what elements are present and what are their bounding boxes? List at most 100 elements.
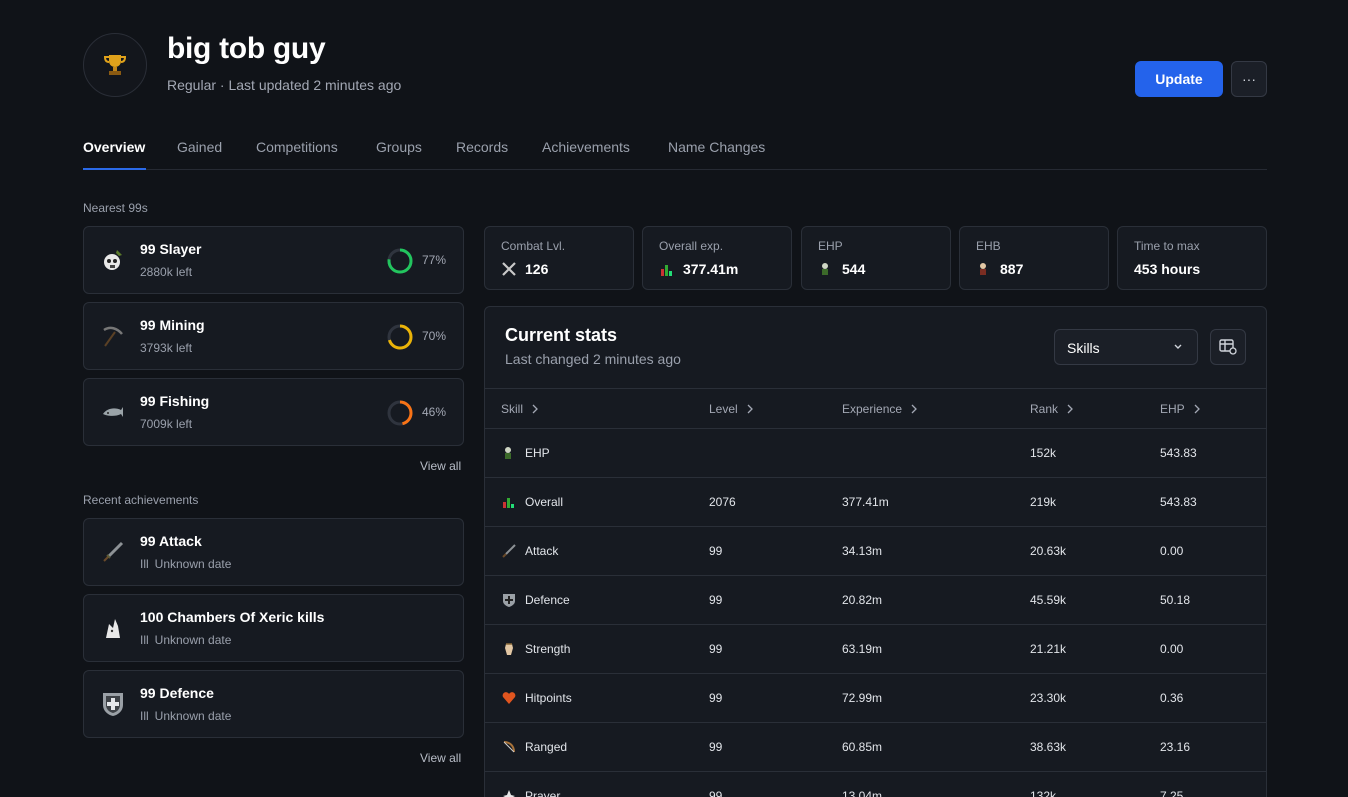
stat-label: Combat Lvl. (501, 239, 566, 253)
select-value: Skills (1067, 340, 1100, 356)
skill-experience: 20.82m (842, 593, 883, 607)
nearest-99-title: 99 Slayer (140, 241, 202, 257)
progress-ring (387, 400, 413, 426)
skill-ehp: 23.16 (1160, 740, 1191, 754)
skill-name: Strength (525, 642, 571, 656)
nearest-99-card[interactable]: 99 Fishing 7009k left 46% (83, 378, 464, 446)
ranged-icon (501, 739, 517, 755)
column-header-rank[interactable]: Rank (1030, 402, 1074, 416)
skill-ehp: 543.83 (1160, 446, 1197, 460)
skill-name: Defence (525, 593, 570, 607)
tab-bar: Overview Gained Competitions Groups Reco… (83, 137, 1267, 170)
stat-value: 377.41m (683, 261, 739, 277)
progress-ring (387, 324, 413, 350)
overall-icon (501, 494, 517, 510)
tab-gained[interactable]: Gained (177, 139, 223, 155)
achievement-card[interactable]: 99 Defence Ill Unknown date (83, 670, 464, 738)
table-settings-button[interactable] (1210, 329, 1246, 365)
skill-level: 99 (709, 642, 723, 656)
column-header-experience[interactable]: Experience (842, 402, 918, 416)
chevron-right-icon (911, 404, 917, 414)
table-row: Hitpoints 99 72.99m 23.30k 0.36 (485, 674, 1266, 723)
ehb-icon (976, 261, 992, 277)
panel-title: Current stats (505, 325, 618, 345)
skill-name: Overall (525, 495, 564, 509)
tab-achievements[interactable]: Achievements (542, 139, 630, 155)
strength-icon (501, 641, 517, 657)
bar-chart-icon: Ill (140, 709, 149, 723)
table-row: Overall 2076 377.41m 219k 543.83 (485, 478, 1266, 527)
ehp-icon (818, 261, 834, 277)
skill-rank: 38.63k (1030, 740, 1067, 754)
tab-groups[interactable]: Groups (376, 139, 422, 155)
bar-chart-icon: Ill (140, 633, 149, 647)
skill-name: Prayer (525, 789, 561, 797)
skill-rank: 23.30k (1030, 691, 1067, 705)
more-options-button[interactable]: ··· (1231, 61, 1267, 97)
recent-achievements-label: Recent achievements (83, 493, 199, 507)
skill-experience: 60.85m (842, 740, 883, 754)
defence-icon (501, 592, 517, 608)
achievement-date: Unknown date (154, 633, 232, 647)
chevron-down-icon (1174, 344, 1182, 349)
ehp-icon (501, 445, 517, 461)
current-stats-panel: Current stats Last changed 2 minutes ago… (484, 306, 1267, 797)
skill-experience: 377.41m (842, 495, 889, 509)
shield-icon (100, 691, 126, 717)
bar-chart-icon: Ill (140, 557, 149, 571)
skill-level: 99 (709, 544, 723, 558)
stat-combat-level: Combat Lvl. 126 (484, 226, 634, 290)
table-row: Prayer 99 13.04m 132k 7.25 (485, 772, 1266, 797)
skill-rank: 132k (1030, 789, 1057, 797)
hitpoints-icon (501, 690, 517, 706)
nearest-99s-view-all-link[interactable]: View all (420, 459, 462, 473)
skill-level: 2076 (709, 495, 736, 509)
panel-subtitle: Last changed 2 minutes ago (505, 351, 681, 367)
achievement-card[interactable]: 100 Chambers Of Xeric kills Ill Unknown d… (83, 594, 464, 662)
nearest-99-card[interactable]: 99 Slayer 2880k left 77% (83, 226, 464, 294)
skill-experience: 34.13m (842, 544, 883, 558)
nearest-99-card[interactable]: 99 Mining 3793k left 70% (83, 302, 464, 370)
tab-records[interactable]: Records (456, 139, 509, 155)
player-name: big tob guy (167, 32, 326, 65)
chevron-right-icon (747, 404, 753, 414)
progress-percent: 70% (422, 329, 447, 343)
skill-name: EHP (525, 446, 550, 460)
column-header-level[interactable]: Level (709, 402, 754, 416)
achievement-card[interactable]: 99 Attack Ill Unknown date (83, 518, 464, 586)
stat-ehb: EHB 887 (959, 226, 1109, 290)
progress-percent: 77% (422, 253, 447, 267)
sword-icon (100, 539, 126, 565)
tab-competitions[interactable]: Competitions (256, 139, 338, 155)
table-row: EHP 152k 543.83 (485, 429, 1266, 478)
skill-rank: 20.63k (1030, 544, 1067, 558)
metric-type-select[interactable]: Skills (1054, 329, 1198, 365)
overall-icon (659, 261, 675, 277)
achievement-date: Unknown date (154, 557, 232, 571)
player-avatar (83, 33, 147, 97)
skill-experience: 13.04m (842, 789, 883, 797)
tab-overview[interactable]: Overview (83, 139, 146, 155)
stat-ehp: EHP 544 (801, 226, 951, 290)
achievement-title: 100 Chambers Of Xeric kills (140, 609, 325, 625)
xp-left: 3793k left (140, 341, 193, 355)
table-settings-icon (1219, 339, 1237, 355)
skill-rank: 21.21k (1030, 642, 1067, 656)
combat-icon (501, 261, 517, 277)
column-header-skill[interactable]: Skill (501, 402, 539, 416)
table-row: Ranged 99 60.85m 38.63k 23.16 (485, 723, 1266, 772)
update-button[interactable]: Update (1135, 61, 1223, 97)
column-header-ehp[interactable]: EHP (1160, 402, 1201, 416)
nearest-99-title: 99 Fishing (140, 393, 210, 409)
stat-value: 453 hours (1134, 261, 1201, 277)
olmlet-icon (100, 615, 126, 641)
achievement-title: 99 Defence (140, 685, 214, 701)
tab-name-changes[interactable]: Name Changes (668, 139, 766, 155)
nearest-99-title: 99 Mining (140, 317, 205, 333)
stat-label: EHB (976, 239, 1001, 253)
stat-value: 887 (1000, 261, 1024, 277)
skill-name: Ranged (525, 740, 568, 754)
skill-rank: 152k (1030, 446, 1057, 460)
skill-rank: 45.59k (1030, 593, 1067, 607)
recent-achievements-view-all-link[interactable]: View all (420, 751, 462, 765)
